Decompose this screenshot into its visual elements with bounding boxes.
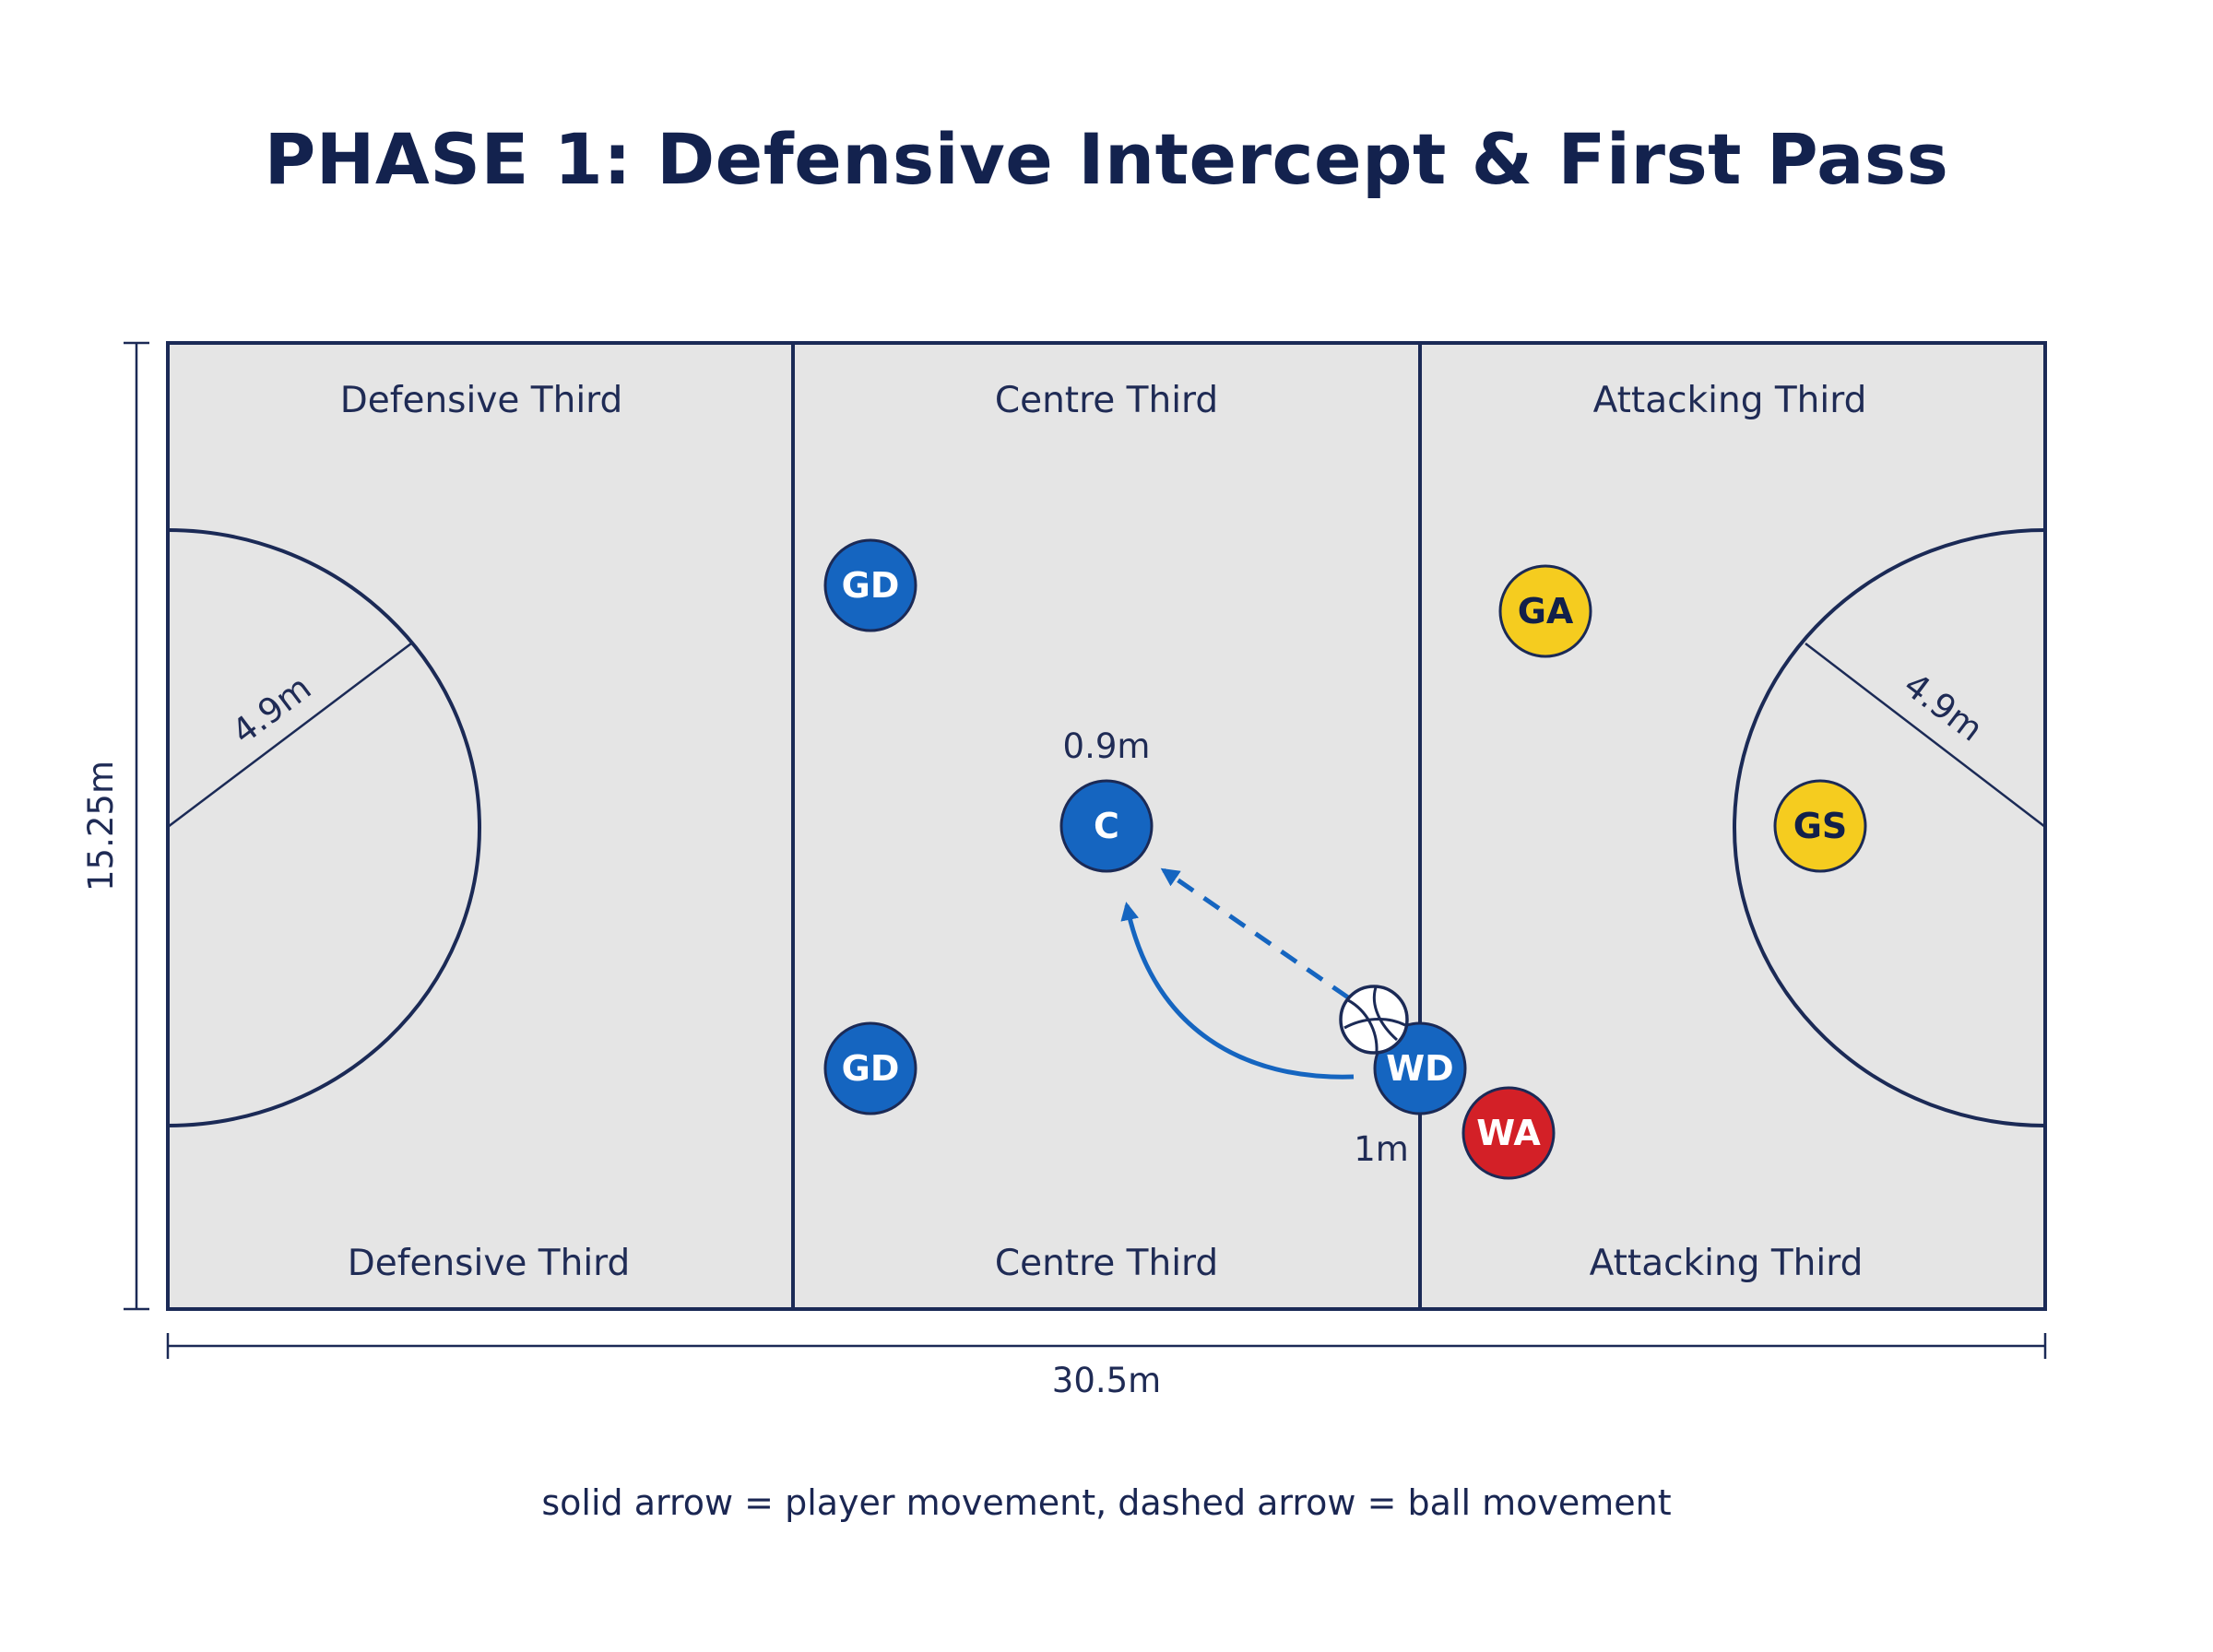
player-ga-label: GA bbox=[1518, 591, 1574, 631]
width-dimension-label: 15.25m bbox=[81, 761, 121, 891]
player-wa[interactable]: WA bbox=[1462, 1086, 1556, 1180]
player-gd-top[interactable]: GD bbox=[823, 538, 917, 632]
centre-distance-label: 0.9m bbox=[1063, 726, 1151, 766]
radius-line-right bbox=[1805, 643, 2046, 828]
ball-movement-arrow bbox=[1160, 867, 1350, 1000]
third-label-bottom-centre: Centre Third bbox=[995, 1243, 1218, 1284]
ball-icon[interactable] bbox=[1339, 985, 1409, 1055]
third-label-top-defensive: Defensive Third bbox=[340, 380, 623, 421]
player-c[interactable]: C bbox=[1059, 779, 1154, 873]
third-label-bottom-defensive: Defensive Third bbox=[348, 1243, 631, 1284]
shooting-circle-right bbox=[1733, 528, 2046, 1127]
shooting-circle-left bbox=[167, 528, 481, 1127]
third-label-top-attacking: Attacking Third bbox=[1593, 380, 1867, 421]
player-gd-bottom-label: GD bbox=[842, 1048, 900, 1089]
third-label-bottom-attacking: Attacking Third bbox=[1590, 1243, 1864, 1284]
player-wd[interactable]: WD bbox=[1373, 1021, 1467, 1115]
player-ga[interactable]: GA bbox=[1498, 564, 1592, 658]
third-label-top-centre: Centre Third bbox=[995, 380, 1218, 421]
wd-distance-label: 1m bbox=[1354, 1129, 1409, 1169]
player-gs[interactable]: GS bbox=[1773, 779, 1867, 873]
radius-line-left bbox=[167, 643, 412, 828]
player-gd-top-label: GD bbox=[842, 565, 900, 606]
diagram-title: PHASE 1: Defensive Intercept & First Pas… bbox=[264, 118, 1949, 200]
player-gd-bottom[interactable]: GD bbox=[823, 1021, 917, 1115]
length-dimension-label: 30.5m bbox=[1052, 1361, 1161, 1400]
player-c-label: C bbox=[1094, 806, 1119, 846]
player-gs-label: GS bbox=[1793, 806, 1848, 846]
legend-caption: solid arrow = player movement, dashed ar… bbox=[541, 1482, 1672, 1523]
player-wa-label: WA bbox=[1476, 1113, 1541, 1153]
player-movement-arrow bbox=[1120, 902, 1355, 1080]
player-wd-label: WD bbox=[1386, 1048, 1453, 1089]
